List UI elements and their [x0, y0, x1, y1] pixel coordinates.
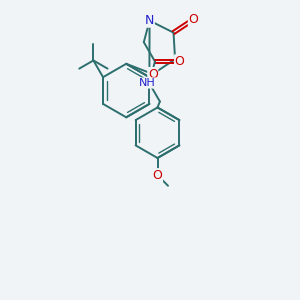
Text: N: N [145, 14, 154, 27]
Text: NH: NH [139, 78, 156, 88]
Text: O: O [153, 169, 162, 182]
Text: O: O [148, 68, 158, 80]
Text: O: O [175, 55, 184, 68]
Text: O: O [188, 13, 198, 26]
